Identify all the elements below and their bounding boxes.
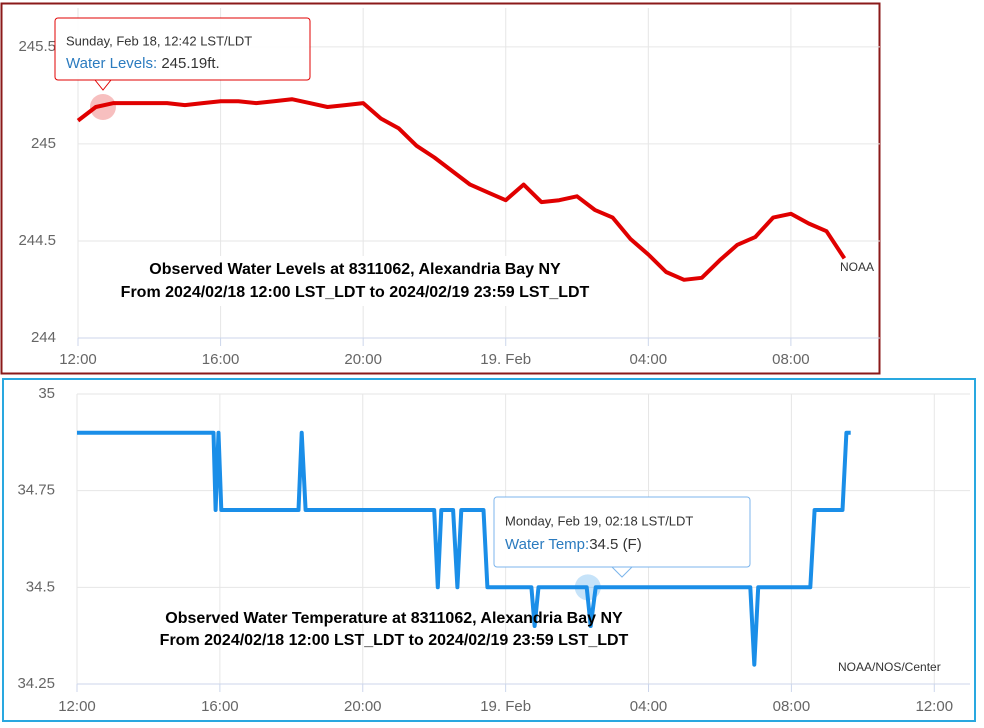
x-tick-label: 08:00 bbox=[773, 698, 811, 715]
tooltip-line: Water Temp:34.5 (F) bbox=[505, 536, 642, 553]
x-tick-label: 04:00 bbox=[630, 698, 668, 715]
tooltip-label: Water Temp: bbox=[505, 536, 589, 553]
tooltip-date: Monday, Feb 19, 02:18 LST/LDT bbox=[505, 513, 693, 528]
credit: NOAA bbox=[840, 260, 874, 274]
annotation-background bbox=[80, 256, 620, 306]
annotation: Observed Water Levels at 8311062, Alexan… bbox=[149, 261, 561, 278]
data-line bbox=[76, 97, 847, 282]
hover-halo bbox=[574, 574, 601, 601]
y-tick-label: 245 bbox=[31, 135, 56, 152]
annotation: Observed Water Temperature at 8311062, A… bbox=[165, 610, 623, 627]
y-tick-label: 244.5 bbox=[18, 232, 56, 249]
tooltip bbox=[54, 17, 311, 81]
chart-frame bbox=[2, 378, 976, 722]
data-line bbox=[77, 430, 851, 667]
y-tick-label: 34.75 bbox=[17, 482, 55, 499]
credit: NOAA/NOS/Center bbox=[838, 660, 941, 674]
x-tick-label: 08:00 bbox=[772, 351, 810, 368]
y-tick-label: 245.5 bbox=[18, 38, 56, 55]
hover-halo bbox=[89, 94, 116, 120]
y-tick-label: 34.25 bbox=[17, 675, 55, 692]
tooltip-value: 34.5 (F) bbox=[589, 536, 642, 553]
annotation: From 2024/02/18 12:00 LST_LDT to 2024/02… bbox=[160, 632, 629, 649]
x-tick-label: 12:00 bbox=[59, 351, 97, 368]
tooltip bbox=[493, 496, 751, 568]
tooltip-pointer bbox=[94, 79, 112, 91]
y-tick-label: 244 bbox=[31, 329, 56, 346]
tooltip-value: 245.19ft. bbox=[161, 55, 219, 72]
tooltip-date: Sunday, Feb 18, 12:42 LST/LDT bbox=[66, 33, 252, 48]
tooltip-label: Water Levels: bbox=[66, 55, 161, 72]
x-tick-label: 12:00 bbox=[58, 698, 96, 715]
annotation: From 2024/02/18 12:00 LST_LDT to 2024/02… bbox=[121, 284, 590, 301]
x-tick-label: 16:00 bbox=[201, 698, 239, 715]
x-tick-label: 20:00 bbox=[344, 698, 382, 715]
x-tick-label: 19. Feb bbox=[480, 351, 531, 368]
x-tick-label: 20:00 bbox=[344, 351, 382, 368]
x-tick-label: 04:00 bbox=[630, 351, 668, 368]
x-tick-label: 12:00 bbox=[916, 698, 954, 715]
y-tick-label: 34.5 bbox=[26, 578, 55, 595]
water-level-chart: 244 244.5 245 245.5 12:00 16:00 20:00 19. Feb 04… bbox=[0, 2, 881, 375]
x-tick-label: 16:00 bbox=[202, 351, 240, 368]
x-tick-label: 19. Feb bbox=[480, 698, 531, 715]
tooltip-line: Water Levels: 245.19ft. bbox=[66, 55, 220, 72]
y-tick-label: 35 bbox=[38, 385, 55, 402]
water-temp-chart: 34.25 34.5 34.75 35 12:00 16:00 20:00 19. Feb 04… bbox=[2, 378, 976, 722]
tooltip-pointer bbox=[611, 566, 633, 578]
